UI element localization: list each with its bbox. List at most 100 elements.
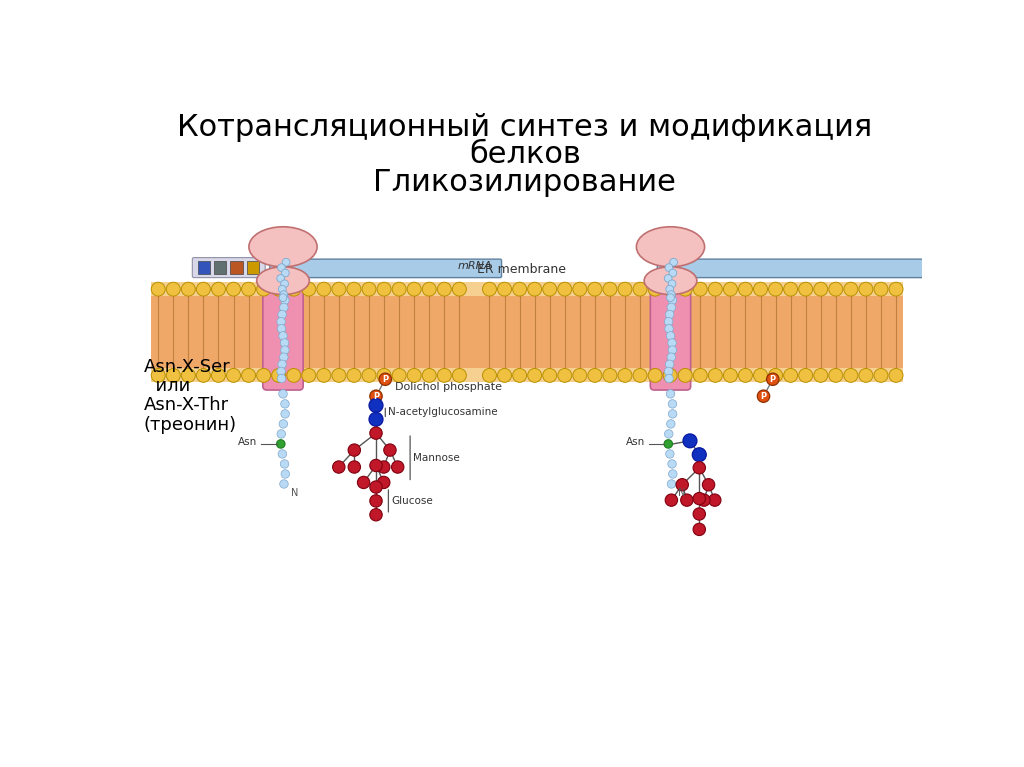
Text: белков: белков: [469, 140, 581, 169]
Circle shape: [422, 282, 436, 296]
Circle shape: [453, 368, 466, 382]
Circle shape: [379, 373, 391, 385]
Circle shape: [226, 368, 241, 382]
Circle shape: [279, 331, 288, 340]
Circle shape: [357, 476, 370, 489]
FancyBboxPatch shape: [650, 275, 690, 390]
Circle shape: [678, 282, 692, 296]
Circle shape: [683, 434, 697, 448]
FancyBboxPatch shape: [263, 275, 303, 390]
Text: Glucose: Glucose: [391, 496, 433, 506]
Circle shape: [669, 269, 677, 277]
Circle shape: [665, 324, 673, 333]
Circle shape: [678, 368, 692, 382]
Circle shape: [670, 258, 678, 266]
Circle shape: [332, 368, 346, 382]
Circle shape: [276, 430, 286, 438]
Circle shape: [709, 368, 722, 382]
Text: P: P: [373, 392, 379, 400]
Circle shape: [392, 282, 407, 296]
Ellipse shape: [257, 267, 309, 295]
Circle shape: [723, 282, 737, 296]
Circle shape: [667, 281, 675, 291]
Circle shape: [738, 282, 753, 296]
Circle shape: [665, 374, 674, 383]
Text: (треонин): (треонин): [143, 416, 237, 433]
Circle shape: [874, 368, 888, 382]
Circle shape: [648, 368, 663, 382]
Circle shape: [279, 449, 287, 458]
Circle shape: [874, 282, 888, 296]
Text: Dolichol phosphate: Dolichol phosphate: [395, 382, 503, 392]
Circle shape: [166, 282, 180, 296]
Text: Asn-X-Ser: Asn-X-Ser: [143, 358, 230, 376]
Circle shape: [648, 282, 663, 296]
Circle shape: [437, 282, 452, 296]
Circle shape: [828, 282, 843, 296]
Circle shape: [347, 368, 360, 382]
Circle shape: [362, 368, 376, 382]
Circle shape: [278, 374, 286, 383]
Circle shape: [669, 400, 677, 408]
Text: Asn-X-Thr: Asn-X-Thr: [143, 397, 228, 414]
Text: Asn: Asn: [239, 437, 257, 447]
Circle shape: [280, 353, 288, 361]
Circle shape: [437, 368, 452, 382]
Circle shape: [693, 492, 706, 505]
Circle shape: [702, 479, 715, 491]
Circle shape: [333, 461, 345, 473]
Text: Mannose: Mannose: [414, 453, 460, 463]
Circle shape: [316, 282, 331, 296]
Circle shape: [280, 291, 288, 298]
Text: mRNA: mRNA: [458, 261, 493, 271]
Circle shape: [281, 296, 289, 304]
Circle shape: [347, 282, 360, 296]
Bar: [152, 282, 903, 296]
Text: Котрансляционный синтез и модификация: Котрансляционный синтез и модификация: [177, 113, 872, 142]
Circle shape: [278, 360, 287, 368]
Circle shape: [681, 494, 693, 506]
Circle shape: [212, 368, 225, 382]
Circle shape: [332, 282, 346, 296]
Circle shape: [280, 303, 288, 311]
FancyBboxPatch shape: [193, 258, 265, 278]
Text: Гликозилирование: Гликозилирование: [374, 168, 676, 197]
Circle shape: [279, 390, 288, 398]
Circle shape: [302, 282, 315, 296]
Circle shape: [281, 410, 290, 418]
Circle shape: [280, 479, 288, 489]
Bar: [230, 262, 243, 274]
Circle shape: [603, 282, 616, 296]
Circle shape: [667, 353, 676, 361]
Circle shape: [282, 269, 289, 277]
Circle shape: [769, 368, 782, 382]
Circle shape: [348, 461, 360, 473]
Circle shape: [226, 282, 241, 296]
Circle shape: [666, 311, 674, 319]
Circle shape: [666, 285, 674, 293]
Circle shape: [408, 282, 421, 296]
Circle shape: [665, 264, 673, 272]
Circle shape: [572, 368, 587, 382]
Circle shape: [278, 311, 287, 319]
Circle shape: [859, 368, 872, 382]
Circle shape: [281, 280, 289, 288]
Circle shape: [276, 439, 285, 448]
FancyBboxPatch shape: [657, 259, 928, 278]
Text: Asn: Asn: [626, 437, 645, 447]
Circle shape: [693, 523, 706, 535]
Circle shape: [859, 282, 872, 296]
Text: P: P: [770, 375, 776, 384]
Circle shape: [370, 509, 382, 521]
Circle shape: [181, 282, 196, 296]
Circle shape: [664, 368, 677, 382]
Circle shape: [378, 461, 390, 473]
Circle shape: [279, 285, 286, 293]
Circle shape: [633, 368, 647, 382]
Circle shape: [738, 368, 753, 382]
Circle shape: [283, 258, 290, 266]
Text: P: P: [382, 375, 388, 384]
Text: или: или: [143, 377, 189, 395]
Circle shape: [370, 390, 382, 403]
Ellipse shape: [644, 267, 697, 295]
